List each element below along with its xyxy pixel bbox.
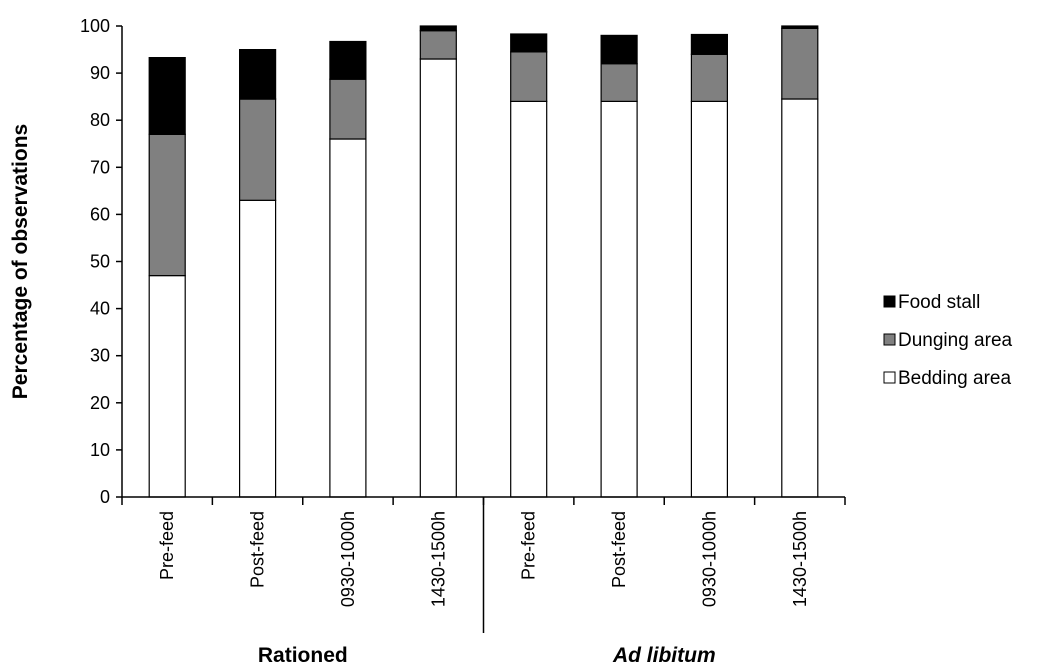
bar-bedding-area-2 xyxy=(329,138,367,498)
bar-food-stall-2 xyxy=(329,40,367,80)
x-tick-label-3: 1430-1500h xyxy=(428,511,448,607)
y-tick-label-90: 90 xyxy=(90,63,110,83)
bar-bedding-area-4 xyxy=(510,100,548,498)
x-tick-label-6: 0930-1000h xyxy=(699,511,719,607)
bar-food-stall-7 xyxy=(781,25,819,30)
bar-dunging-area-5 xyxy=(600,63,638,103)
legend-swatch-dunging-area xyxy=(883,333,896,346)
bar-food-stall-5 xyxy=(600,34,638,65)
bar-dunging-area-1 xyxy=(239,98,277,201)
y-tick-label-70: 70 xyxy=(90,157,110,177)
bar-bedding-area-6 xyxy=(690,100,729,498)
bar-food-stall-1 xyxy=(239,48,277,100)
legend-label-dunging-area: Dunging area xyxy=(898,330,1013,351)
bar-food-stall-3 xyxy=(419,25,457,32)
bar-food-stall-6 xyxy=(690,33,729,55)
bar-food-stall-0 xyxy=(148,56,186,136)
bars-layer xyxy=(148,25,819,498)
y-tick-label-100: 100 xyxy=(80,16,110,36)
bar-bedding-area-3 xyxy=(419,58,457,498)
group-label-0: Rationed xyxy=(258,644,348,667)
bar-bedding-area-0 xyxy=(148,275,186,498)
y-axis: 0 10 20 30 40 50 60 70 80 90 100 xyxy=(80,16,123,507)
legend-label-bedding-area: Bedding area xyxy=(898,368,1011,389)
bar-bedding-area-1 xyxy=(239,199,277,498)
y-tick-label-0: 0 xyxy=(100,487,110,507)
x-tick-label-4: Pre-feed xyxy=(519,511,539,580)
x-tick-label-2: 0930-1000h xyxy=(338,511,358,607)
group-labels: Rationed Ad libitum xyxy=(258,497,716,667)
y-tick-label-20: 20 xyxy=(90,393,110,413)
x-tick-label-5: Post-feed xyxy=(609,511,629,588)
bar-dunging-area-7 xyxy=(781,27,819,100)
bar-dunging-area-3 xyxy=(419,30,457,60)
y-axis-label: Percentage of observations xyxy=(9,124,32,399)
bar-bedding-area-5 xyxy=(600,100,638,498)
x-tick-label-7: 1430-1500h xyxy=(790,511,810,607)
legend: Food stall Dunging area Bedding area xyxy=(883,292,1013,389)
bar-bedding-area-7 xyxy=(781,98,819,498)
bar-dunging-area-2 xyxy=(329,78,367,140)
x-tick-label-1: Post-feed xyxy=(248,511,268,588)
legend-swatch-food-stall xyxy=(883,295,896,308)
y-tick-label-40: 40 xyxy=(90,299,110,319)
bar-dunging-area-4 xyxy=(510,51,548,103)
y-tick-label-30: 30 xyxy=(90,346,110,366)
legend-label-food-stall: Food stall xyxy=(898,292,980,313)
x-tick-label-0: Pre-feed xyxy=(157,511,177,580)
bar-dunging-area-0 xyxy=(148,133,186,277)
legend-swatch-bedding-area xyxy=(883,371,896,384)
bar-dunging-area-6 xyxy=(690,53,729,102)
bar-food-stall-4 xyxy=(510,33,548,53)
y-tick-label-10: 10 xyxy=(90,440,110,460)
y-tick-label-80: 80 xyxy=(90,110,110,130)
y-tick-label-60: 60 xyxy=(90,204,110,224)
y-tick-label-50: 50 xyxy=(90,252,110,272)
group-label-1: Ad libitum xyxy=(612,644,716,667)
